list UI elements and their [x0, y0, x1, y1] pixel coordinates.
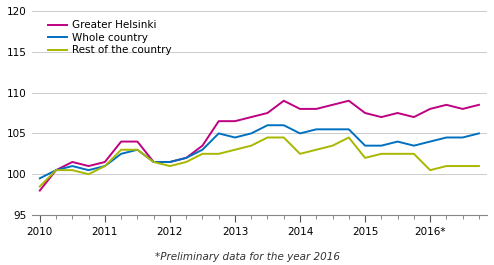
- Legend: Greater Helsinki, Whole country, Rest of the country: Greater Helsinki, Whole country, Rest of…: [46, 18, 174, 58]
- Text: *Preliminary data for the year 2016: *Preliminary data for the year 2016: [155, 252, 339, 262]
